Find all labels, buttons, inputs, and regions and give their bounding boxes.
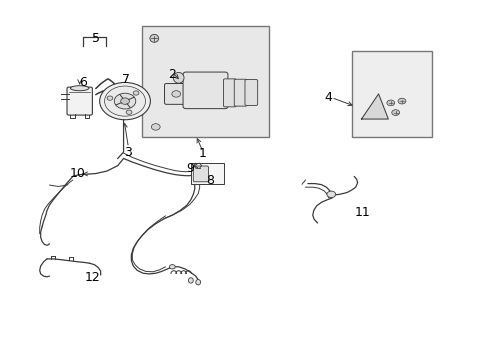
Bar — [190, 163, 224, 184]
Ellipse shape — [188, 278, 193, 283]
Text: 10: 10 — [70, 167, 85, 180]
Ellipse shape — [195, 279, 200, 285]
Text: 2: 2 — [168, 68, 176, 81]
Text: 12: 12 — [84, 271, 100, 284]
Bar — [142, 26, 268, 137]
Circle shape — [169, 265, 175, 269]
FancyBboxPatch shape — [234, 79, 246, 106]
Circle shape — [391, 110, 399, 116]
Circle shape — [100, 82, 150, 120]
Text: 11: 11 — [354, 206, 369, 219]
Circle shape — [114, 93, 136, 109]
Circle shape — [133, 91, 139, 95]
Text: 5: 5 — [92, 32, 100, 45]
FancyBboxPatch shape — [183, 72, 227, 109]
Polygon shape — [361, 94, 387, 119]
Circle shape — [151, 124, 160, 130]
Text: 7: 7 — [122, 73, 130, 86]
FancyBboxPatch shape — [193, 166, 208, 182]
Text: 9: 9 — [185, 162, 193, 175]
Circle shape — [104, 86, 145, 116]
Circle shape — [397, 98, 405, 104]
Circle shape — [386, 100, 394, 106]
FancyBboxPatch shape — [67, 87, 92, 115]
Circle shape — [121, 98, 129, 104]
Text: 6: 6 — [79, 76, 86, 89]
Text: 1: 1 — [199, 147, 206, 160]
Ellipse shape — [70, 86, 89, 91]
Text: 8: 8 — [206, 174, 214, 187]
FancyBboxPatch shape — [164, 84, 187, 104]
Circle shape — [171, 91, 180, 97]
Circle shape — [326, 191, 335, 198]
FancyBboxPatch shape — [223, 79, 236, 107]
Bar — [351, 51, 431, 137]
Circle shape — [126, 110, 132, 114]
Ellipse shape — [173, 72, 183, 83]
Text: 4: 4 — [324, 91, 332, 104]
FancyBboxPatch shape — [244, 80, 257, 105]
Ellipse shape — [150, 35, 158, 42]
Circle shape — [107, 96, 113, 100]
Text: 3: 3 — [124, 145, 132, 158]
